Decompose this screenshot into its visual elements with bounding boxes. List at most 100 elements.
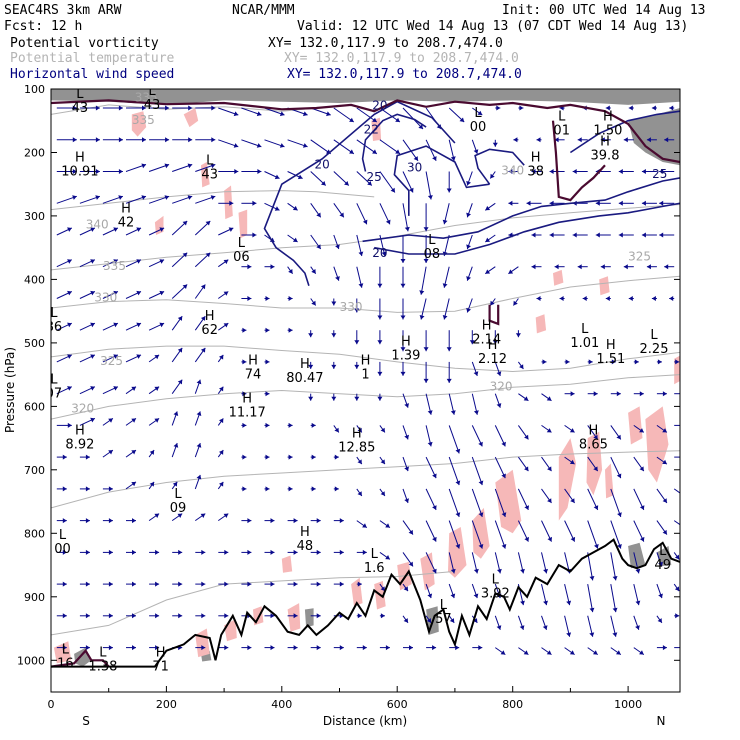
wind-vector-head	[680, 423, 684, 428]
wind-vector	[673, 552, 680, 560]
wind-vector-head	[196, 411, 202, 416]
wind-vector-head	[418, 124, 423, 129]
wind-speed-contour	[474, 148, 525, 185]
wind-vector	[419, 298, 427, 320]
wind-vector-head	[380, 491, 385, 496]
wind-vector	[377, 266, 383, 288]
wind-vector	[379, 613, 385, 619]
extremum-value: 06	[233, 250, 250, 265]
wind-vector-head	[155, 613, 160, 619]
wind-vector	[466, 266, 473, 281]
wind-vector	[531, 169, 542, 174]
wind-vector	[310, 422, 316, 428]
wind-vector	[264, 581, 275, 587]
theta-label: 320	[490, 380, 513, 394]
wind-vector-head	[589, 632, 595, 637]
wind-vector-head	[316, 645, 321, 651]
wind-vector	[633, 359, 639, 365]
wind-vector-head	[67, 227, 72, 232]
wind-vector-head	[459, 117, 465, 122]
y-tick-label: 200	[24, 147, 45, 160]
wind-vector-shaft	[448, 425, 460, 454]
wind-vector-head	[423, 347, 429, 352]
wind-vector-head	[188, 137, 193, 143]
wind-vector-head	[108, 613, 113, 619]
theta-label: 330	[340, 300, 363, 314]
wind-vector-head	[385, 645, 390, 651]
wind-vector	[79, 290, 96, 299]
wind-vector	[264, 264, 275, 270]
extremum-letter: L	[659, 544, 667, 559]
wind-vector	[423, 235, 429, 263]
wind-vector-head	[651, 105, 656, 111]
theta-contour	[51, 570, 455, 636]
wind-vector	[400, 266, 406, 288]
wind-vector-head	[165, 137, 170, 143]
wind-vector-head	[408, 529, 413, 535]
wind-vector-head	[270, 581, 275, 587]
wind-vector	[287, 139, 308, 148]
wind-vector-head	[593, 391, 598, 397]
wind-vector-head	[466, 212, 471, 218]
wind-vector	[402, 615, 409, 624]
wind-vector	[125, 449, 137, 458]
pv-fill-region	[628, 406, 643, 445]
wind-vector-head	[669, 296, 674, 301]
wind-vector-head	[450, 593, 456, 599]
speed-label: 25	[367, 170, 382, 184]
wind-vector-head	[200, 316, 206, 321]
wind-vector	[508, 169, 519, 174]
wind-vector-head	[658, 561, 663, 567]
wind-vector-head	[400, 283, 406, 288]
wind-vector-head	[113, 259, 118, 264]
wind-vector-head	[380, 459, 385, 465]
pv-fill-region	[195, 628, 210, 658]
extremum-letter: H	[205, 309, 215, 324]
wind-vector-head	[265, 359, 270, 365]
wind-vector-head	[178, 581, 183, 587]
wind-vector	[356, 456, 363, 465]
wind-vector-head	[201, 645, 206, 651]
wind-vector-head	[662, 645, 667, 651]
wind-vector-head	[662, 498, 667, 503]
wind-vector-head	[572, 232, 577, 238]
wind-vector-head	[354, 364, 360, 369]
wind-vector	[600, 264, 611, 270]
wind-vector	[541, 615, 548, 630]
wind-vector	[466, 171, 473, 186]
wind-vector	[56, 486, 67, 492]
wind-vector	[517, 552, 525, 574]
wind-vector	[287, 422, 293, 428]
wind-vector-head	[108, 549, 113, 555]
x-tick-label: 0	[48, 698, 55, 711]
wind-vector	[656, 645, 667, 651]
wind-vector-head	[178, 549, 183, 555]
wind-vector	[425, 171, 433, 200]
wind-vector	[218, 291, 229, 299]
theta-label: 335	[135, 91, 158, 105]
wind-vector	[582, 296, 588, 301]
theta-contour-layer	[51, 104, 680, 636]
wind-vector-head	[400, 371, 406, 376]
wind-vector-head	[639, 536, 645, 542]
wind-vector-head	[357, 459, 362, 465]
wind-vector	[310, 139, 331, 155]
wind-vector	[402, 171, 414, 193]
wind-vector	[126, 518, 136, 524]
wind-vector-head	[177, 513, 183, 518]
wind-vector-head	[113, 227, 118, 232]
wind-vector-head	[623, 137, 628, 143]
wind-vector	[379, 107, 401, 123]
wind-vector	[400, 235, 406, 263]
wind-vector	[610, 488, 622, 518]
extremum-value: 8.92	[65, 438, 94, 453]
wind-vector-head	[316, 581, 321, 587]
wind-vector-head	[531, 232, 536, 238]
wind-vector	[674, 613, 680, 619]
wind-vector	[674, 423, 684, 428]
theta-contour	[51, 374, 680, 420]
wind-vector-head	[450, 156, 456, 161]
wind-vector	[79, 486, 90, 492]
wind-vector	[333, 425, 340, 433]
